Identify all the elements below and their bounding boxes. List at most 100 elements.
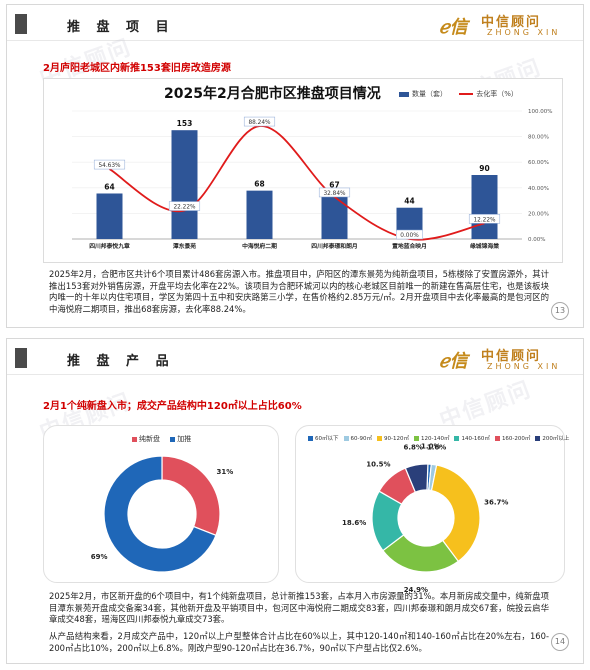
logo-text: 中信顾问: [481, 15, 542, 30]
logo-text: 中信顾问: [481, 349, 542, 364]
slice-value-label: 36.7%: [484, 499, 508, 507]
legend-item: 纯新盘: [132, 434, 160, 444]
donut-slice: [103, 455, 217, 573]
legend-swatch: [132, 436, 137, 442]
legend-swatch: [413, 436, 419, 441]
bar-value-label: 44: [404, 197, 414, 206]
slide-title: 推 盘 产 品: [67, 354, 175, 369]
legend-label: 60-90㎡: [350, 436, 372, 442]
legend-swatch: [454, 436, 460, 441]
chart-legend: 数量（套） 去化率（%）: [399, 89, 528, 99]
bar: [96, 193, 123, 239]
bar-value-label: 90: [479, 164, 489, 173]
legend-label: 90-120㎡: [383, 436, 409, 442]
series-line-rate: [109, 125, 485, 241]
y2-tick-label: 100.00%: [528, 109, 552, 115]
logo-subtext: ZHONG XIN: [487, 362, 561, 371]
x-tick-label: 潭东景苑: [173, 242, 196, 250]
line-label-box: [396, 229, 423, 240]
slice-value-label: 1.0%: [421, 443, 440, 451]
legend-label: 纯新盘: [139, 435, 160, 443]
y2-tick-label: 40.00%: [528, 186, 549, 192]
legend-swatch: [170, 436, 176, 442]
x-tick-label: 置地蓝合映月: [392, 242, 427, 250]
legend-label: 140-160㎡: [461, 436, 490, 442]
company-logo: ℯ信 中信顾问 ZHONG XIN: [439, 11, 569, 39]
line-value-label: 54.63%: [98, 163, 121, 169]
slide-header: 推 盘 产 品 ℯ信 中信顾问 ZHONG XIN: [7, 339, 583, 375]
bar-value-label: 67: [329, 180, 339, 189]
chart-legend: 60㎡以下 60-90㎡ 90-120㎡ 120-140㎡ 140-160㎡ 160-20…: [308, 434, 574, 442]
bar-value-label: 64: [104, 182, 114, 191]
legend-swatch: [376, 436, 382, 441]
y2-tick-label: 0.00%: [528, 237, 545, 243]
legend-item: 60-90㎡: [343, 434, 372, 442]
slide-title: 推 盘 项 目: [67, 20, 175, 35]
legend-item: 160-200㎡: [494, 434, 531, 442]
header-accent-bar: [15, 14, 27, 34]
legend-swatch: [343, 436, 349, 441]
legend-label: 60㎡以下: [315, 436, 339, 442]
header-accent-bar: [15, 348, 27, 368]
logo-subtext: ZHONG XIN: [487, 28, 561, 37]
legend-swatch: [494, 436, 500, 441]
x-tick-label: 缘城锦海棠: [470, 242, 499, 250]
legend-item: 90-120㎡: [376, 434, 409, 442]
line-value-label: 32.84%: [323, 191, 346, 197]
page-number: 14: [551, 633, 569, 651]
bar-line-chart: 2025年2月合肥市区推盘项目情况 数量（套） 去化率（%） 0.00% 20.0…: [43, 78, 563, 263]
chart-plot: 0.00% 20.00% 40.00% 60.00% 80.00% 100.00% 64 四川…: [72, 109, 552, 250]
donut-slice: [430, 464, 481, 563]
x-tick-label: 中海悦府二期: [242, 242, 277, 250]
donut-chart-size-structure: 60㎡以下 60-90㎡ 90-120㎡ 120-140㎡ 140-160㎡ 160-20…: [295, 425, 569, 594]
legend-label: 120-140㎡: [420, 436, 450, 442]
legend-label: 去化率（%）: [476, 90, 518, 98]
bar: [171, 130, 198, 239]
section-subheading: 2月庐阳老城区内新推153套旧房改造房源: [43, 63, 231, 74]
bar: [246, 190, 273, 239]
slice-value-label: 31%: [216, 468, 233, 476]
logo-mark-icon: ℯ信: [439, 351, 468, 372]
company-logo: ℯ信 中信顾问 ZHONG XIN: [439, 345, 569, 373]
legend-swatch: [535, 436, 541, 441]
legend-item-count: 数量（套）: [399, 89, 447, 99]
line-label-box: [468, 214, 501, 224]
body-paragraph: 2025年2月，市区新开盘的6个项目中，有1个纯新盘项目，总计新推153套，占本…: [49, 591, 549, 624]
legend-item: 60㎡以下: [308, 434, 339, 442]
legend-label: 160-200㎡: [501, 436, 531, 442]
legend-item-rate: 去化率（%）: [459, 89, 518, 99]
slice-value-label: 24.9%: [404, 586, 428, 594]
legend-item: 120-140㎡: [413, 434, 450, 442]
slide-push-products: 推 盘 产 品 ℯ信 中信顾问 ZHONG XIN 中信顾问 中信顾问 中信顾问…: [6, 338, 584, 664]
legend-item: 200㎡以上: [535, 434, 569, 442]
bar: [471, 175, 498, 239]
y2-tick-label: 20.00%: [528, 211, 549, 217]
slice-value-label: 6.8%: [404, 444, 423, 452]
chart-title: 2025年2月合肥市区推盘项目情况: [164, 86, 381, 102]
slice-value-label: 1.6%: [427, 443, 446, 451]
bar-value-label: 68: [254, 180, 264, 189]
y2-tick-label: 60.00%: [528, 160, 549, 166]
line-label-box: [243, 116, 276, 127]
legend-swatch: [308, 436, 313, 441]
slice-value-label: 18.6%: [342, 519, 366, 527]
logo-mark-icon: ℯ信: [439, 17, 468, 38]
slice-value-label: 69%: [91, 553, 108, 561]
chart-legend: 纯新盘 加推: [132, 434, 199, 444]
line-value-label: 88.24%: [248, 120, 271, 126]
line-value-label: 12.22%: [473, 217, 496, 223]
section-subheading: 2月1个纯新盘入市；成交产品结构中120㎡以上占比60%: [43, 401, 302, 412]
line-value-label: 0.00%: [400, 233, 419, 239]
donut-slice: [404, 463, 429, 493]
line-label-box: [93, 159, 126, 170]
y2-tick-label: 80.00%: [528, 135, 549, 141]
donut-chart-new-vs-added: 纯新盘 加推 31% 69%: [43, 425, 279, 583]
slice-value-label: 10.5%: [366, 460, 390, 468]
bar-value-label: 153: [177, 119, 193, 128]
legend-label: 数量（套）: [412, 90, 447, 98]
legend-bar-swatch: [399, 91, 409, 97]
line-value-label: 22.22%: [173, 205, 196, 211]
line-label-box: [318, 187, 351, 198]
legend-label: 加推: [177, 435, 192, 443]
donut-plot: 1.0%1.6% 36.7% 24.9% 18.6% 10.5% 6.8%: [342, 443, 508, 594]
